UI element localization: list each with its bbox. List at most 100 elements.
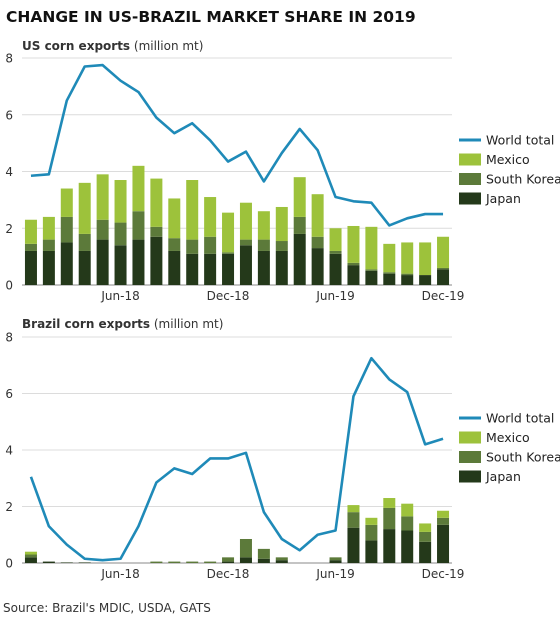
us-bar-japan	[347, 265, 360, 285]
us-bar-south-korea	[60, 216, 73, 243]
brazil-bar-south-korea	[347, 512, 360, 528]
us-bar-japan	[311, 248, 324, 285]
us-bar-mexico	[186, 180, 199, 240]
us-bar-japan	[437, 269, 450, 285]
us-legend-swatch	[459, 173, 481, 185]
brazil-y-axis: 0 2 4 6 8	[5, 331, 13, 571]
us-bar-mexico	[329, 228, 342, 251]
us-y-tick-label: 8	[5, 52, 13, 66]
us-y-axis: 0 2 4 6 8	[5, 52, 13, 293]
us-bar-south-korea	[311, 236, 324, 249]
us-x-tick-label: Jun-19	[315, 289, 354, 303]
brazil-legend-label: South Korea	[486, 450, 560, 465]
brazil-bar-south-korea	[275, 557, 288, 561]
chart-title: CHANGE IN US-BRAZIL MARKET SHARE IN 2019	[6, 8, 416, 26]
us-bar-japan	[150, 236, 163, 285]
us-gridlines	[22, 57, 452, 286]
us-x-tick-label: Dec-19	[422, 289, 465, 303]
us-bar-mexico	[437, 236, 450, 268]
us-bar-south-korea	[437, 267, 450, 270]
brazil-bar-japan	[329, 560, 342, 563]
us-bar-mexico	[96, 174, 109, 220]
us-y-tick-label: 2	[5, 222, 13, 236]
us-panel-subtitle: US corn exports (million mt)	[22, 39, 203, 53]
us-bar-mexico	[347, 225, 360, 263]
source-note: Source: Brazil's MDIC, USDA, GATS	[3, 601, 211, 615]
brazil-bar-south-korea	[239, 538, 252, 558]
brazil-bar-japan	[78, 562, 91, 563]
us-bar-south-korea	[293, 216, 306, 234]
brazil-bar-south-korea	[437, 517, 450, 525]
us-bar-south-korea	[365, 269, 378, 271]
us-bar-japan	[204, 253, 217, 285]
us-legend: World total Mexico South Korea Japan	[459, 133, 560, 206]
brazil-x-tick-label: Jun-18	[100, 567, 139, 581]
us-bar-south-korea	[114, 222, 127, 246]
us-bar-mexico	[275, 206, 288, 242]
us-legend-label: Mexico	[486, 152, 530, 167]
us-bar-mexico	[293, 177, 306, 217]
brazil-bar-japan	[42, 561, 55, 563]
us-panel-subtitle-unit: (million mt)	[130, 39, 203, 53]
brazil-bar-south-korea	[257, 548, 270, 559]
brazil-y-tick-label: 8	[5, 331, 13, 345]
us-bar-japan	[401, 275, 414, 285]
us-panel-subtitle-bold: US corn exports	[22, 39, 130, 53]
us-bar-south-korea	[24, 243, 37, 251]
us-bar-south-korea	[222, 252, 235, 254]
brazil-bar-japan	[383, 529, 396, 563]
brazil-bar-south-korea	[329, 557, 342, 561]
brazil-bar-japan	[347, 527, 360, 563]
brazil-bar-japan	[24, 557, 37, 563]
brazil-bar-japan	[401, 530, 414, 563]
us-bar-mexico	[311, 194, 324, 237]
brazil-x-tick-label: Dec-18	[207, 567, 250, 581]
us-bar-japan	[114, 245, 127, 285]
us-bar-south-korea	[150, 226, 163, 237]
brazil-bar-mexico	[419, 523, 432, 532]
us-bar-mexico	[114, 180, 127, 223]
brazil-bar-south-korea	[419, 531, 432, 542]
us-bar-south-korea	[257, 239, 270, 251]
us-bar-japan	[419, 275, 432, 285]
brazil-bar-japan	[222, 561, 235, 563]
brazil-bar-japan	[257, 558, 270, 563]
us-bar-south-korea	[275, 241, 288, 251]
us-bar-mexico	[42, 216, 55, 240]
brazil-x-axis: Jun-18 Dec-18 Jun-19 Dec-19	[100, 567, 464, 581]
brazil-x-tick-label: Dec-19	[422, 567, 465, 581]
brazil-panel-subtitle-bold: Brazil corn exports	[22, 317, 150, 331]
us-bar-mexico	[204, 197, 217, 237]
brazil-bar-japan	[365, 540, 378, 563]
brazil-y-tick-label: 0	[5, 557, 13, 571]
us-y-tick-label: 6	[5, 108, 13, 122]
brazil-bar-south-korea	[222, 557, 235, 562]
brazil-bar-japan	[60, 562, 73, 563]
brazil-legend-swatch	[459, 470, 481, 483]
us-bar-japan	[222, 253, 235, 285]
us-legend-swatch	[459, 153, 481, 166]
us-bar-japan	[257, 250, 270, 285]
brazil-bar-south-korea	[150, 561, 163, 563]
us-bar-mexico	[401, 242, 414, 274]
us-bar-japan	[60, 242, 73, 285]
us-bar-mexico	[257, 211, 270, 240]
us-bar-south-korea	[204, 236, 217, 254]
brazil-bar-mexico	[347, 505, 360, 513]
us-corn-exports-panel: US corn exports (million mt) 0 2 4 6 8 Jun-1…	[5, 39, 560, 303]
brazil-bar-mexico	[383, 498, 396, 508]
brazil-legend-swatch	[459, 451, 481, 463]
brazil-bars	[24, 498, 450, 563]
brazil-y-tick-label: 6	[5, 387, 13, 401]
us-y-tick-label: 4	[5, 165, 13, 179]
brazil-bar-south-korea	[365, 524, 378, 541]
us-bar-mexico	[60, 188, 73, 217]
us-bar-japan	[96, 239, 109, 285]
us-bar-south-korea	[96, 219, 109, 240]
us-bar-mexico	[24, 219, 37, 244]
us-bar-japan	[24, 250, 37, 285]
brazil-bar-south-korea	[186, 561, 199, 563]
us-bar-japan	[186, 253, 199, 285]
brazil-y-tick-label: 4	[5, 444, 13, 458]
brazil-bar-mexico	[401, 503, 414, 517]
